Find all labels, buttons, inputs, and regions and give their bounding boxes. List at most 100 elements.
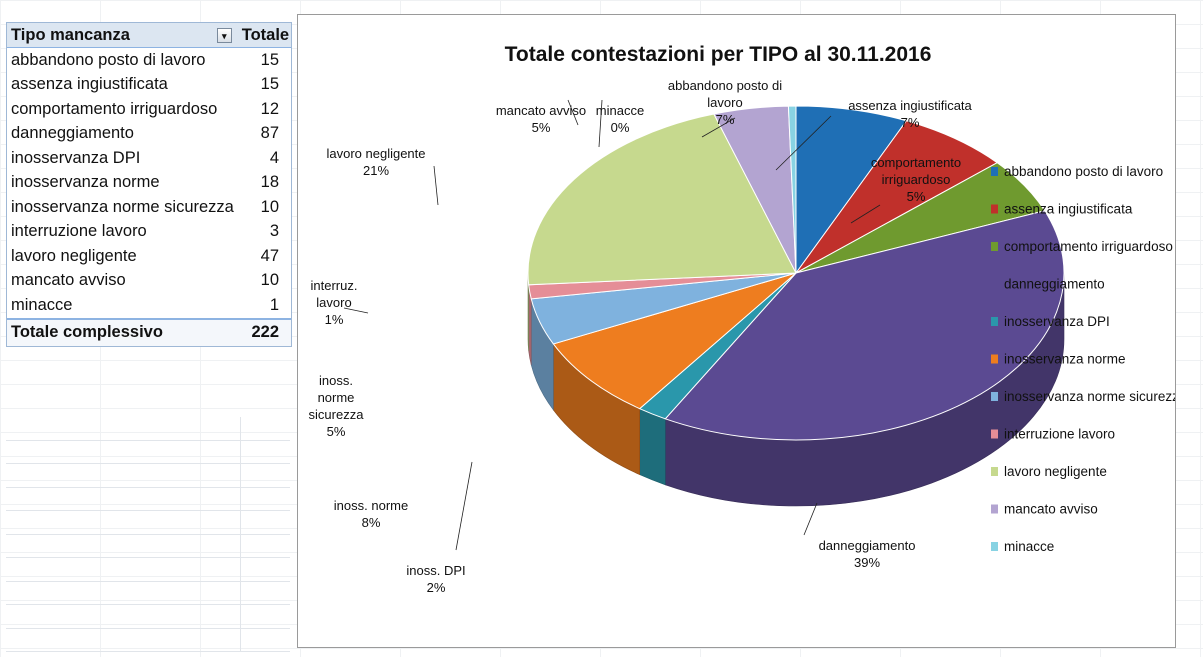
leader-line bbox=[343, 307, 369, 314]
legend-swatch bbox=[991, 167, 998, 176]
pie-slice-side bbox=[639, 408, 666, 486]
pie-slice[interactable] bbox=[795, 105, 908, 275]
legend-entry: mancato avviso bbox=[1004, 502, 1098, 517]
pivot-table: Tipo mancanza ▾ Totale abbandono posto d… bbox=[6, 22, 292, 347]
empty-row bbox=[6, 558, 290, 582]
row-value: 1 bbox=[269, 295, 279, 314]
legend-swatch bbox=[991, 542, 998, 551]
data-label: assenza ingiustificata 7% bbox=[848, 98, 972, 130]
data-label: inoss. norme 8% bbox=[334, 498, 408, 530]
legend-entry: abbandono posto di lavoro bbox=[1004, 164, 1163, 179]
legend-swatch bbox=[991, 429, 998, 439]
legend-entry: inosservanza norme sicurezza bbox=[1004, 389, 1175, 404]
pivot-total-row: Totale complessivo 222 bbox=[7, 317, 291, 346]
empty-row bbox=[6, 511, 290, 535]
data-label: comportamento irriguardoso 5% bbox=[871, 155, 961, 204]
legend-entry: inosservanza DPI bbox=[1004, 314, 1110, 329]
empty-row bbox=[6, 417, 290, 441]
pie-slice[interactable] bbox=[664, 210, 1065, 441]
leader-line bbox=[455, 461, 473, 551]
leader-line bbox=[803, 502, 818, 536]
data-label: minacce 0% bbox=[596, 103, 644, 135]
table-row[interactable]: interruzione lavoro 3 bbox=[7, 220, 291, 245]
table-row[interactable]: inosservanza norme sicurezza 10 bbox=[7, 195, 291, 220]
legend-swatch bbox=[991, 392, 998, 401]
row-value: 12 bbox=[260, 99, 279, 118]
data-label: interruz. lavoro 1% bbox=[311, 278, 358, 327]
leader-line bbox=[775, 115, 832, 171]
row-label: inosservanza norme sicurezza bbox=[11, 197, 234, 216]
pie-slice[interactable] bbox=[795, 120, 999, 274]
table-row[interactable]: inosservanza DPI 4 bbox=[7, 146, 291, 171]
table-row[interactable]: abbandono posto di lavoro 15 bbox=[7, 48, 291, 73]
table-row[interactable]: inosservanza norme 18 bbox=[7, 171, 291, 196]
pivot-total-value: 222 bbox=[251, 323, 279, 341]
pivot-header: Tipo mancanza ▾ Totale bbox=[7, 23, 291, 48]
legend-entry: danneggiamento bbox=[1004, 277, 1105, 292]
legend-swatch bbox=[991, 242, 998, 251]
legend-swatch bbox=[991, 204, 998, 214]
legend-entry: lavoro negligente bbox=[1004, 464, 1107, 479]
row-value: 4 bbox=[269, 148, 279, 167]
empty-row bbox=[6, 628, 290, 652]
row-label: interruzione lavoro bbox=[11, 222, 147, 241]
pie-slice[interactable] bbox=[527, 113, 797, 286]
table-row[interactable]: mancato avviso 10 bbox=[7, 269, 291, 294]
row-value: 10 bbox=[260, 271, 279, 290]
pivot-total-label: Totale complessivo bbox=[11, 323, 163, 341]
row-label: assenza ingiustificata bbox=[11, 75, 168, 94]
empty-row bbox=[6, 534, 290, 558]
table-row[interactable]: comportamento irriguardoso 12 bbox=[7, 97, 291, 122]
row-label: minacce bbox=[11, 295, 73, 314]
data-label: danneggiamento 39% bbox=[819, 538, 916, 570]
legend-swatch bbox=[991, 467, 998, 476]
empty-row bbox=[6, 440, 290, 464]
row-label: inosservanza DPI bbox=[11, 148, 141, 167]
row-label: comportamento irriguardoso bbox=[11, 99, 218, 118]
data-label: abbandono posto di lavoro 7% bbox=[668, 78, 782, 127]
empty-row bbox=[6, 581, 290, 605]
row-value: 15 bbox=[260, 75, 279, 94]
row-value: 15 bbox=[260, 50, 279, 69]
legend-swatch bbox=[991, 317, 998, 326]
leader-line bbox=[598, 99, 603, 148]
empty-cells bbox=[6, 417, 290, 652]
leader-line bbox=[433, 165, 439, 206]
row-label: abbandono posto di lavoro bbox=[11, 50, 206, 69]
legend-entry: inosservanza norme bbox=[1004, 352, 1126, 367]
row-label: mancato avviso bbox=[11, 271, 126, 290]
data-label: mancato avviso 5% bbox=[496, 103, 586, 135]
pie-chart[interactable]: Totale contestazioni per TIPO al 30.11.2… bbox=[297, 14, 1176, 648]
row-value: 87 bbox=[260, 124, 279, 143]
row-value: 47 bbox=[260, 246, 279, 265]
leader-line bbox=[701, 117, 736, 138]
pivot-header-label: Tipo mancanza bbox=[11, 25, 130, 44]
legend-entry: assenza ingiustificata bbox=[1004, 202, 1133, 217]
pivot-header-total: Totale bbox=[241, 25, 290, 44]
row-value: 18 bbox=[260, 173, 279, 192]
chart-title: Totale contestazioni per TIPO al 30.11.2… bbox=[505, 43, 932, 66]
data-label: lavoro negligente 21% bbox=[326, 146, 425, 178]
row-label: danneggiamento bbox=[11, 124, 134, 143]
empty-row bbox=[6, 605, 290, 629]
row-value: 3 bbox=[269, 222, 279, 241]
row-label: inosservanza norme bbox=[11, 173, 160, 192]
pie-slice[interactable] bbox=[787, 105, 797, 274]
pie-slice[interactable] bbox=[552, 272, 797, 410]
empty-row bbox=[6, 464, 290, 488]
table-row[interactable]: lavoro negligente 47 bbox=[7, 244, 291, 269]
legend-entry: minacce bbox=[1004, 539, 1054, 554]
data-label: inoss. norme sicurezza 5% bbox=[309, 373, 365, 439]
leader-line bbox=[567, 99, 579, 126]
table-row[interactable]: danneggiamento 87 bbox=[7, 122, 291, 147]
empty-row bbox=[6, 487, 290, 511]
table-row[interactable]: minacce 1 bbox=[7, 293, 291, 318]
row-label: lavoro negligente bbox=[11, 246, 137, 265]
table-row[interactable]: assenza ingiustificata 15 bbox=[7, 73, 291, 98]
legend-swatch bbox=[991, 504, 998, 514]
legend-entry: interruzione lavoro bbox=[1004, 427, 1115, 442]
legend-swatch bbox=[991, 279, 998, 289]
legend-entry: comportamento irriguardoso bbox=[1004, 239, 1173, 254]
data-label: inoss. DPI 2% bbox=[406, 563, 465, 595]
filter-dropdown-icon[interactable]: ▾ bbox=[216, 27, 232, 43]
